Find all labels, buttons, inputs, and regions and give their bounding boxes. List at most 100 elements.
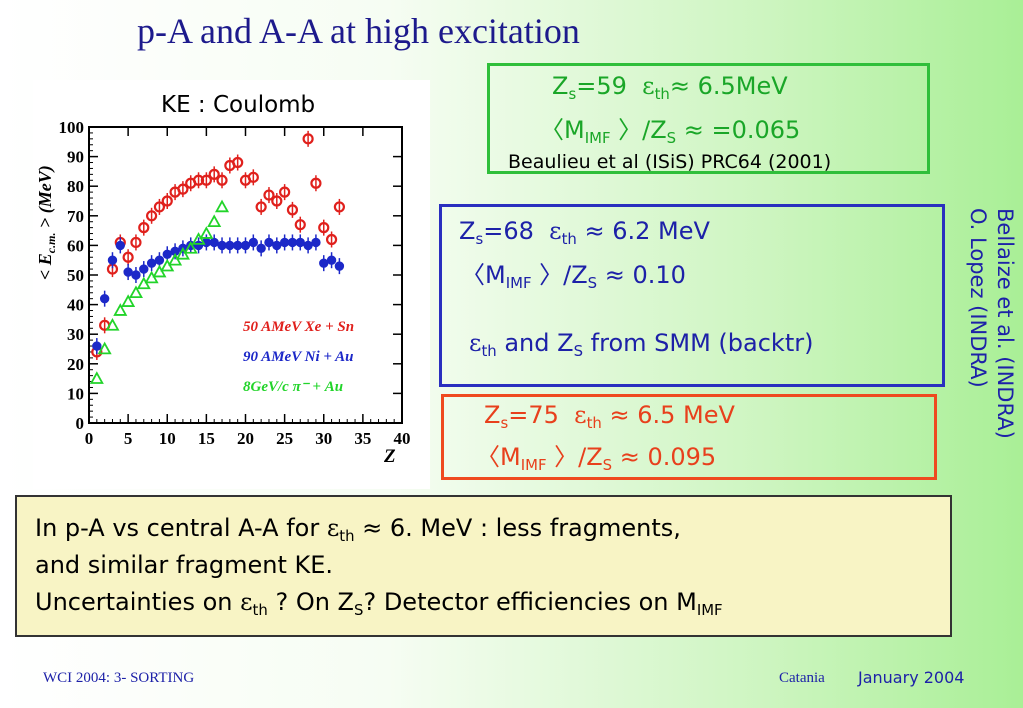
data-point [311, 237, 321, 248]
x-tick-label: 35 [354, 429, 371, 448]
data-point [319, 258, 329, 268]
data-point [105, 317, 120, 331]
data-point [193, 240, 204, 251]
indra-result-box: Zs=68 εth ≈ 6.2 MeV 〈MIMF 〉/ZS ≈ 0.10 εt… [439, 204, 945, 387]
blue-eth: 6.2 MeV [612, 217, 710, 245]
x-tick-label: 15 [198, 429, 215, 448]
series-3 [89, 199, 230, 384]
x-tick-label: 40 [394, 429, 411, 448]
data-point [152, 264, 167, 278]
data-point [207, 214, 222, 228]
y-tick-label: 20 [67, 355, 84, 374]
red-zs: 75 [528, 401, 559, 429]
data-point [160, 258, 175, 272]
series-1 [91, 130, 345, 360]
data-point [217, 240, 227, 251]
data-point [107, 255, 118, 265]
y-tick-label: 80 [67, 177, 84, 196]
red-zs-line: Zs=75 εth ≈ 6.5 MeV [484, 401, 735, 433]
data-point [272, 240, 282, 251]
data-point [286, 204, 299, 216]
data-point [302, 133, 314, 145]
data-point [225, 240, 235, 251]
data-point [216, 174, 228, 186]
legend-entry: 90 AMeV Ni + Au [243, 349, 354, 365]
note-line-2: and similar fragment KE. [35, 551, 334, 579]
legend: 50 AMeV Xe + Sn 90 AMeV Ni + Au 8GeV/c π⁻ … [243, 319, 354, 395]
y-tick-label: 30 [67, 325, 84, 344]
footer-place: Catania [779, 670, 825, 686]
y-tick-label: 100 [59, 118, 85, 137]
note-line-3-mid: ? On Z [275, 588, 354, 616]
data-point [130, 236, 142, 249]
y-tick-label: 40 [67, 296, 84, 315]
data-point [279, 237, 290, 248]
data-point [256, 243, 266, 254]
data-point [123, 267, 133, 277]
data-point [121, 294, 136, 307]
red-ratio: 0.095 [647, 443, 717, 471]
green-eth: 6.5MeV [697, 72, 788, 100]
data-point [271, 195, 283, 207]
data-point [232, 240, 243, 251]
data-point [294, 219, 306, 231]
y-tick-label: 90 [67, 148, 84, 167]
data-point [240, 240, 251, 251]
data-point [154, 255, 165, 265]
footer-date: January 2004 [858, 668, 965, 687]
note-line-1-end: 6. MeV : less fragments, [389, 514, 681, 542]
data-point [162, 249, 172, 259]
note-line-3: Uncertainties on εth ? On ZS? Detector e… [35, 588, 723, 620]
data-point [128, 285, 143, 299]
data-point [334, 261, 345, 271]
data-point [209, 237, 219, 248]
chart-title: KE : Coulomb [161, 92, 315, 118]
blue-ratio-line: 〈MIMF 〉/ZS ≈ 0.10 [461, 261, 686, 293]
beaulieu-result-box: Zs=59 εth≈ 6.5MeV 〈MIMF 〉/ZS ≈ =0.065 Be… [487, 63, 930, 174]
note-line-3-start: Uncertainties on [35, 588, 241, 616]
y-tick-label: 50 [67, 266, 84, 285]
footer-conference: WCI 2004: 3- SORTING [43, 670, 195, 686]
scatter-chart: KE : Coulomb 0 5 10 15 20 25 30 35 40 0 10 20 30 40 50… [35, 92, 411, 467]
conclusion-note: In p-A vs central A-A for εth ≈ 6. MeV :… [15, 495, 952, 637]
x-tick-label: 20 [237, 429, 254, 448]
green-zs: 59 [596, 72, 627, 100]
green-ratio: =0.065 [711, 116, 801, 144]
data-point [113, 303, 128, 316]
data-point [333, 201, 345, 213]
data-point [325, 233, 338, 246]
credit-line-1: Bellaize et al. (INDRA) [993, 208, 1017, 439]
data-point [122, 251, 134, 263]
data-marks [89, 130, 345, 384]
data-point [139, 264, 149, 274]
data-point [255, 201, 267, 213]
data-point [310, 177, 322, 189]
data-point [92, 341, 102, 351]
x-tick-label: 10 [159, 429, 176, 448]
data-point [138, 222, 150, 234]
x-tick-label: 0 [85, 429, 94, 448]
data-point [99, 293, 110, 304]
data-point [263, 189, 275, 201]
data-point [131, 270, 141, 280]
tick-labels: 0 5 10 15 20 25 30 35 40 0 10 20 30 40 50 60 70 80 90 100 [59, 118, 411, 448]
data-point [168, 252, 183, 266]
data-point [318, 222, 330, 234]
red-ratio-line: 〈MIMF 〉/ZS ≈ 0.095 [476, 443, 717, 475]
blue-smm-note: εth and ZS from SMM (backtr) [469, 329, 814, 361]
data-point [303, 240, 313, 251]
data-point [97, 341, 112, 355]
y-tick-label: 0 [76, 414, 85, 433]
note-line-1-start: In p-A vs central A-A for [35, 514, 327, 542]
series-2 [92, 234, 345, 355]
blue-zs-line: Zs=68 εth ≈ 6.2 MeV [459, 217, 710, 249]
chart-panel: KE : Coulomb 0 5 10 15 20 25 30 35 40 0 10 20 30 40 50… [33, 80, 430, 489]
y-tick-label: 60 [67, 236, 84, 255]
legend-entry: 50 AMeV Xe + Sn [243, 319, 354, 335]
data-point [177, 183, 189, 195]
data-point [200, 174, 212, 186]
data-point [287, 237, 298, 248]
data-point [214, 199, 230, 213]
data-point [191, 232, 206, 245]
data-point [161, 195, 173, 207]
